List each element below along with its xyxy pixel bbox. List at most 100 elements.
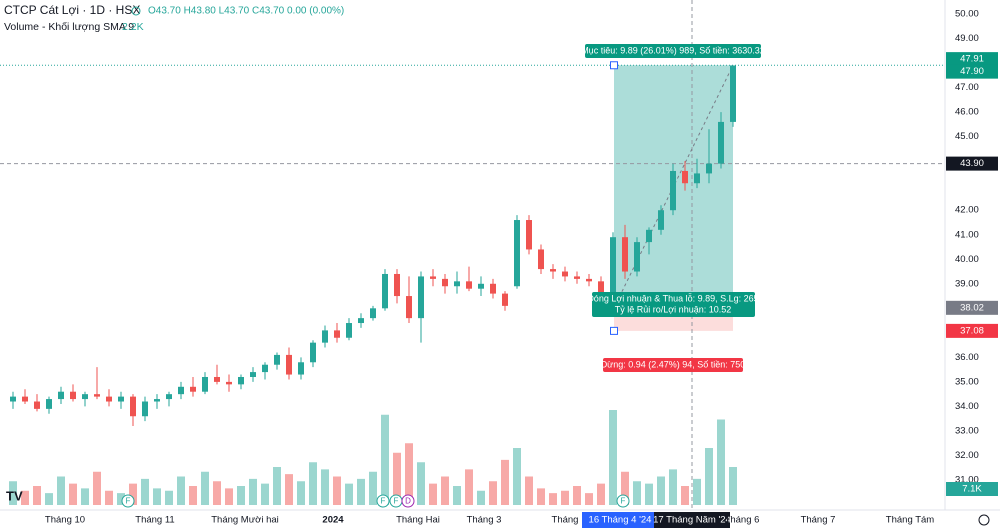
candle-body [166, 394, 172, 400]
y-tick-label: 42.00 [955, 205, 979, 216]
candle-body [82, 394, 88, 400]
candle-body [250, 372, 256, 377]
rr-label: Tỷ lệ Rủi ro/Lợi nhuận: 10.52 [615, 304, 731, 314]
y-tick-label: 33.00 [955, 425, 979, 436]
candle-body [658, 210, 664, 230]
candle-body [610, 237, 616, 301]
candle-body [670, 170, 676, 211]
stop-tag-bg [946, 323, 998, 338]
candle-body [154, 399, 160, 402]
candle-body [214, 376, 220, 382]
candle-body [310, 342, 316, 363]
symbol-title[interactable]: CTCP Cát Lợi · 1D · HSX [4, 3, 140, 17]
volume-bar [345, 483, 353, 505]
candle-body [550, 269, 556, 272]
volume-bar [165, 490, 173, 505]
y-tick-label: 50.00 [955, 9, 979, 20]
settings[interactable] [978, 514, 990, 526]
candle-body [490, 283, 496, 294]
volume-bar [141, 478, 149, 505]
ohlc: O43.70 H43.80 L43.70 C43.70 0.00 (0.00%) [148, 6, 344, 17]
candle-body [22, 396, 28, 402]
volume-bar [357, 478, 365, 505]
volume-bar [681, 486, 689, 505]
candle-body [454, 281, 460, 287]
volume-bar [501, 459, 509, 505]
volume-bar [513, 448, 521, 505]
candle-body [622, 237, 628, 272]
x-tick-label: Tháng 6 [725, 515, 760, 526]
candle-body [274, 354, 280, 365]
pl-label: Đóng Lợi nhuận & Thua lỗ: 9.89, S.Lg: 26… [587, 293, 758, 303]
y-tick-label: 46.00 [955, 107, 979, 118]
candle-body [574, 276, 580, 279]
volume-bar [465, 469, 473, 505]
volume-bar [549, 493, 557, 505]
candle-body [226, 381, 232, 385]
candle-body [406, 296, 412, 319]
crosshair-tag: 43.90 [960, 158, 984, 169]
candle-body [706, 163, 712, 174]
candle-body [430, 276, 436, 279]
volume-bar [561, 490, 569, 505]
volume-bar [525, 476, 533, 505]
x-tick-label: Tháng Tám [886, 515, 934, 526]
candle-body [370, 308, 376, 319]
vol-tag: 7.1K [962, 484, 982, 495]
x-tick-label: Tháng 7 [801, 515, 836, 526]
target-tag-bg [946, 52, 998, 67]
y-tick-label: 31.00 [955, 475, 979, 486]
volume-bar [93, 471, 101, 505]
volume-sma: 2.2K [122, 21, 144, 33]
volume-bar [285, 474, 293, 505]
volume-bar [33, 486, 41, 505]
volume-bar [273, 467, 281, 505]
candle-body [586, 278, 592, 282]
candle-body [178, 386, 184, 395]
candle-body [526, 220, 532, 250]
volume-bar [129, 483, 137, 505]
event-label: F [394, 497, 399, 506]
volume-bar [597, 483, 605, 505]
volume-bar [633, 481, 641, 505]
last-tag-bg [946, 64, 998, 79]
candle-body [478, 283, 484, 289]
pl-bg [592, 292, 755, 317]
candle-body [418, 276, 424, 319]
handle [610, 61, 618, 70]
x-cross-bg [654, 512, 730, 528]
volume-bar [333, 476, 341, 505]
candle-body [442, 278, 448, 287]
volume-bar [693, 478, 701, 505]
volume-bar [321, 469, 329, 505]
candle-body [58, 391, 64, 400]
plot [0, 0, 945, 510]
candle-body [382, 273, 388, 309]
candle-body [346, 323, 352, 338]
event-badge [401, 494, 415, 508]
candle-body [202, 376, 208, 392]
volume-bar [669, 469, 677, 505]
volume-bar [705, 448, 713, 505]
event-label: F [381, 497, 386, 506]
target-label: Mục tiêu: 9.89 (26.01%) 989, Số tiền: 36… [581, 45, 765, 55]
volume-bar [621, 471, 629, 505]
target-label-bg [585, 44, 761, 58]
y-tick-label: 36.00 [955, 352, 979, 363]
x-tick-label: Tháng 10 [45, 515, 85, 526]
volume-bar [249, 478, 257, 505]
volume-bar [21, 490, 29, 505]
candle-body [538, 249, 544, 270]
handle [610, 326, 618, 335]
volume-bar [381, 414, 389, 505]
volume-bar [69, 483, 77, 505]
volume-bar [105, 490, 113, 505]
volume-bar [117, 493, 125, 505]
volume-bar [81, 488, 89, 505]
candle-body [334, 330, 340, 338]
candle-body [682, 170, 688, 184]
event-badge [121, 494, 135, 508]
volume-bar [9, 481, 17, 505]
volume-title[interactable]: Volume - Khối lượng SMA 9 [4, 21, 134, 33]
